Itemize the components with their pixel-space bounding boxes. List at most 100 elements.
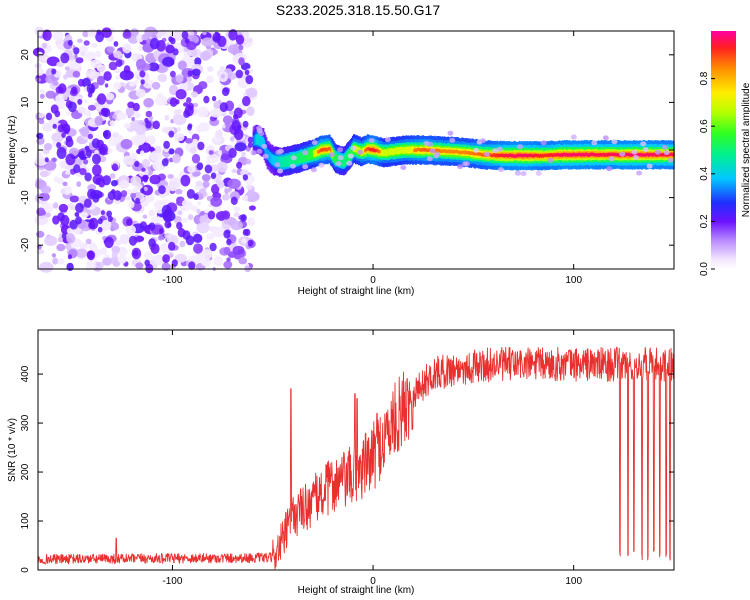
noise-blob-strong — [140, 188, 145, 194]
ridge-cell — [465, 151, 467, 155]
ridge-cell — [372, 147, 374, 152]
noise-blob-strong — [86, 83, 96, 95]
ridge-halo — [492, 148, 499, 154]
ridge-cell — [655, 153, 658, 157]
noise-blob — [102, 257, 113, 266]
noise-blob-strong — [144, 117, 149, 124]
noise-blob — [86, 258, 98, 270]
spectrogram-signal-ridge — [250, 124, 675, 177]
ridge-cell — [589, 152, 592, 156]
ridge-cell — [285, 156, 288, 167]
noise-blob — [65, 243, 72, 250]
noise-blob — [148, 209, 155, 217]
noise-blob — [75, 57, 84, 64]
ridge-cell — [496, 154, 499, 158]
ridge-cell — [441, 149, 443, 153]
noise-blob-strong — [107, 215, 113, 222]
ridge-cell — [405, 146, 407, 154]
ridge-cell — [636, 153, 639, 157]
noise-blob — [146, 193, 155, 203]
noise-blob — [234, 142, 247, 152]
ridge-cell — [342, 156, 344, 167]
ridge-cell — [255, 134, 258, 145]
ridge-cell — [442, 149, 444, 153]
ridge-cell — [585, 152, 588, 156]
noise-blob-strong — [162, 254, 170, 264]
noise-blob-strong — [148, 222, 156, 231]
noise-blob — [72, 70, 81, 78]
colorbar-tick-label: 0.2 — [699, 214, 710, 228]
noise-blob-strong — [185, 235, 195, 246]
noise-blob — [87, 104, 97, 111]
noise-blob — [168, 181, 179, 192]
noise-blob — [229, 136, 235, 142]
ridge-cell — [475, 151, 478, 156]
noise-blob-strong — [237, 124, 242, 130]
ridge-cell — [471, 151, 474, 155]
noise-blob — [217, 180, 225, 188]
noise-blob — [56, 42, 66, 51]
noise-blob-strong — [242, 174, 249, 181]
ridge-halo — [636, 170, 643, 176]
ridge-cell — [518, 153, 521, 157]
ridge-cell — [470, 151, 473, 155]
noise-blob — [149, 150, 163, 162]
snr-xtick-label: 100 — [565, 576, 582, 587]
noise-blob-strong — [106, 210, 112, 218]
ridge-cell — [661, 153, 663, 157]
noise-blob — [175, 89, 187, 100]
noise-blob — [157, 73, 168, 83]
noise-blob-strong — [184, 38, 190, 44]
noise-blob — [111, 251, 118, 258]
ridge-cell — [464, 150, 466, 154]
spectrogram-ylabel: Frequency (Hz) — [7, 116, 18, 185]
ridge-cell — [668, 153, 670, 157]
noise-blob — [230, 220, 243, 231]
noise-blob-strong — [212, 32, 221, 43]
noise-blob — [62, 181, 68, 186]
ridge-cell — [671, 152, 673, 156]
noise-blob — [128, 200, 135, 209]
noise-blob-strong — [149, 38, 160, 50]
ridge-cell — [394, 147, 396, 155]
noise-blob — [132, 187, 139, 194]
ridge-cell — [537, 153, 540, 158]
noise-blob-strong — [204, 164, 213, 174]
ridge-cell — [368, 147, 370, 151]
noise-blob — [177, 60, 187, 71]
ridge-cell — [273, 155, 276, 166]
ridge-halo — [602, 135, 609, 141]
ridge-halo — [447, 130, 454, 136]
ridge-cell — [611, 152, 614, 156]
noise-blob — [245, 87, 258, 98]
ridge-cell — [481, 153, 484, 157]
ridge-cell — [421, 148, 423, 152]
noise-blob — [135, 58, 147, 70]
ridge-cell — [625, 152, 628, 156]
ridge-cell — [385, 149, 387, 157]
noise-blob — [176, 126, 181, 132]
noise-blob — [118, 179, 130, 189]
ridge-cell — [505, 153, 508, 157]
ridge-cell — [468, 151, 471, 155]
colorbar-gradient — [711, 31, 736, 269]
ridge-cell — [276, 156, 279, 167]
noise-blob — [217, 149, 223, 156]
ridge-cell — [557, 153, 560, 157]
ridge-cell — [511, 153, 514, 158]
snr-panel: -100 0 100 0 100 200 300 400 Height of straight… — [7, 329, 675, 596]
ridge-cell — [606, 153, 609, 157]
noise-blob-strong — [75, 202, 84, 213]
ridge-cell — [419, 148, 421, 152]
ridge-cell — [414, 148, 416, 152]
ridge-cell — [328, 146, 331, 151]
ridge-cell — [660, 153, 662, 157]
noise-blob — [198, 81, 208, 90]
ridge-cell — [424, 148, 426, 152]
noise-blob-strong — [236, 161, 243, 169]
noise-blob — [87, 133, 94, 139]
ridge-halo — [261, 143, 268, 149]
noise-blob-strong — [187, 70, 193, 77]
ridge-cell — [367, 147, 369, 151]
